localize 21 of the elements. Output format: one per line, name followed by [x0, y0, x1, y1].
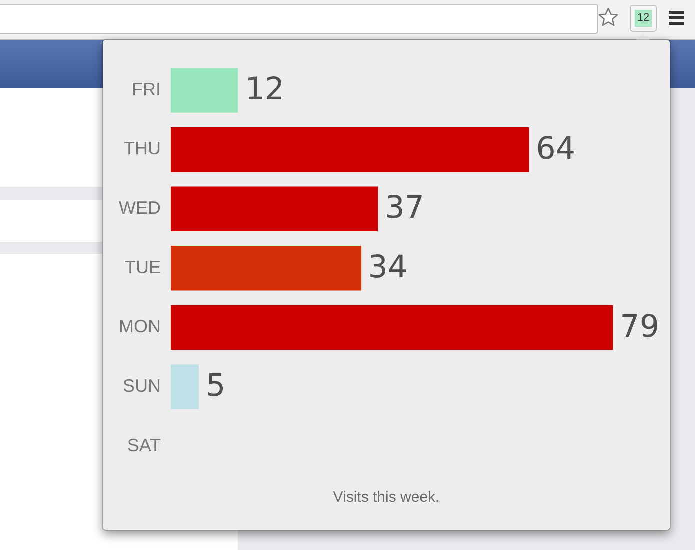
bar	[171, 68, 238, 113]
bar	[171, 364, 199, 410]
y-tick-label: FRI	[132, 79, 161, 100]
y-tick-label: WED	[119, 198, 161, 218]
badge-icon: 12	[630, 5, 657, 32]
y-tick-label: SUN	[122, 376, 161, 396]
data-label: 79	[620, 308, 660, 345]
bar	[171, 246, 362, 291]
data-label: 64	[536, 130, 576, 167]
bar	[171, 186, 378, 232]
bar	[171, 127, 530, 172]
data-label: 34	[368, 249, 408, 286]
data-label: 12	[245, 72, 285, 108]
bar	[171, 305, 614, 350]
data-label: 37	[385, 190, 425, 226]
text: Visits this week.	[333, 489, 440, 506]
y-tick-label: TUE	[125, 257, 161, 278]
y-tick-label: MON	[119, 316, 161, 337]
data-label: 5	[206, 368, 226, 404]
y-tick-label: SAT	[127, 435, 162, 456]
y-tick-label: THU	[124, 138, 161, 159]
